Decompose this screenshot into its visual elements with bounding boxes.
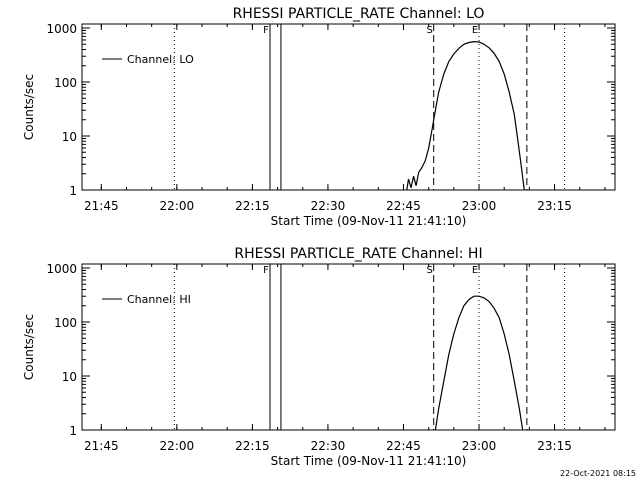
plot-frame <box>81 23 616 191</box>
marker-label: S <box>427 25 433 36</box>
marker-label: F <box>263 265 269 276</box>
x-tick-label: 22:15 <box>235 439 270 453</box>
x-tick-label: 21:45 <box>84 439 119 453</box>
y-tick-label: 100 <box>54 76 77 90</box>
y-tick-label: 1000 <box>46 22 77 36</box>
x-tick-label: 22:15 <box>235 199 270 213</box>
y-tick-label: 1 <box>69 424 77 438</box>
series-line <box>434 295 524 431</box>
marker-label: E <box>472 265 478 276</box>
x-tick-label: 22:30 <box>311 439 346 453</box>
y-tick-label: 10 <box>62 130 77 144</box>
chart-panel-1: RHESSI PARTICLE_RATE Channel: LO F S E 21:45… <box>22 6 616 228</box>
chart-title: RHESSI PARTICLE_RATE Channel: HI <box>234 246 482 262</box>
x-tick-label: 22:30 <box>311 199 346 213</box>
y-tick-label: 10 <box>62 370 77 384</box>
y-tick-label: 1000 <box>46 262 77 276</box>
marker-label: F <box>263 25 269 36</box>
x-axis-label: Start Time (09-Nov-11 21:41:10) <box>271 454 467 468</box>
x-tick-label: 22:00 <box>160 199 195 213</box>
y-axis-label: Counts/sec <box>22 74 36 140</box>
x-tick-label: 23:00 <box>462 199 497 213</box>
y-tick-label: 1 <box>69 184 77 198</box>
plot-frame <box>81 263 616 431</box>
x-tick-label: 22:00 <box>160 439 195 453</box>
chart-panel-2: RHESSI PARTICLE_RATE Channel: HI F S E 21:45… <box>22 246 616 468</box>
timestamp: 22-Oct-2021 08:15 <box>560 469 636 478</box>
x-tick-label: 22:45 <box>386 439 421 453</box>
x-tick-label: 23:15 <box>537 199 572 213</box>
x-tick-label: 23:15 <box>537 439 572 453</box>
marker-label: S <box>427 265 433 276</box>
y-axis-label: Counts/sec <box>22 314 36 380</box>
x-tick-label: 23:00 <box>462 439 497 453</box>
x-tick-label: 22:45 <box>386 199 421 213</box>
y-tick-label: 100 <box>54 316 77 330</box>
legend-entry: Channel: LO <box>127 53 194 66</box>
marker-label: E <box>472 25 478 36</box>
chart-title: RHESSI PARTICLE_RATE Channel: LO <box>233 6 485 22</box>
legend-entry: Channel: HI <box>127 293 191 306</box>
x-axis-label: Start Time (09-Nov-11 21:41:10) <box>271 214 467 228</box>
series-line <box>406 40 525 191</box>
x-tick-label: 21:45 <box>84 199 119 213</box>
